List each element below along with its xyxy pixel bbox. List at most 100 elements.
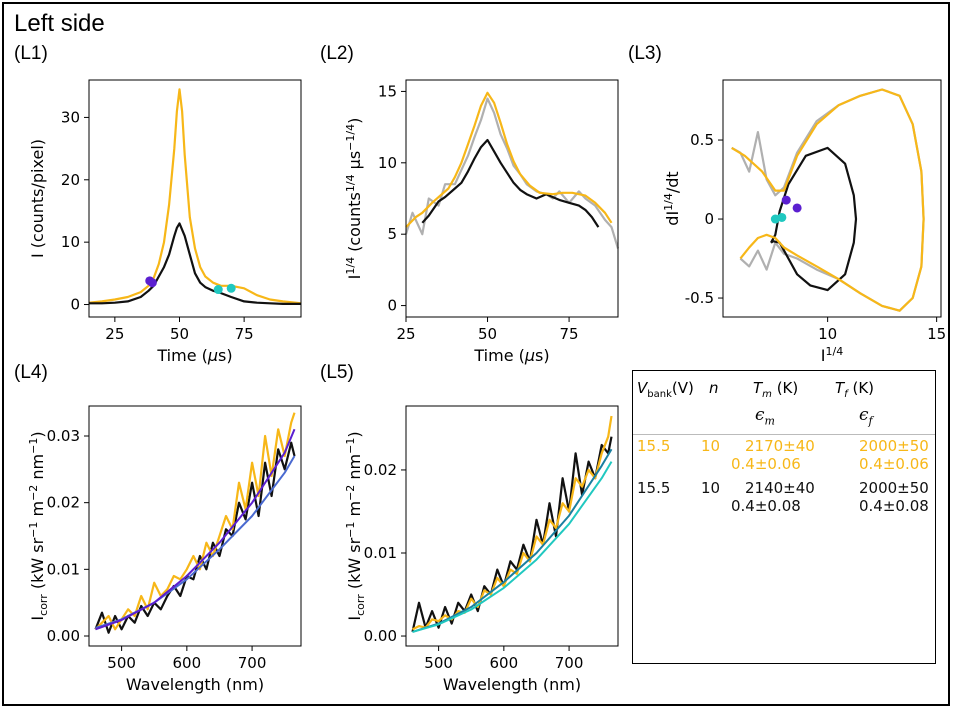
- y-tick-label: 0.00: [47, 627, 80, 645]
- y-tick-label: 0: [70, 296, 80, 314]
- marker-point: [781, 195, 791, 205]
- row1-tf: 2000±50: [859, 437, 929, 455]
- series-black: [89, 222, 301, 305]
- x-tick-label: 500: [107, 654, 136, 672]
- series-black: [94, 441, 296, 634]
- marker-point: [147, 278, 157, 288]
- header-vbank: Vbank(V): [637, 379, 694, 400]
- chart-l1: 25 50 75 0 10 20 30 Time (μs) I (counts/pixel): [28, 79, 302, 365]
- y-tick-label: 30: [61, 108, 80, 126]
- x-tick-label: 600: [490, 654, 519, 672]
- y-tick-label: 10: [378, 154, 397, 172]
- panel-label-l4: (L4): [14, 362, 48, 383]
- series-black: [770, 146, 858, 292]
- x-tick-label: 25: [105, 325, 124, 343]
- panel-label-l5: (L5): [320, 362, 354, 383]
- row1-tm: 2170±40: [745, 437, 815, 455]
- marker-point: [226, 283, 236, 293]
- row1-n: 10: [701, 437, 721, 455]
- y-axis-title: I1/4 (counts1/4 μs−1/4): [344, 118, 364, 280]
- y-tick-label: 10: [61, 233, 80, 251]
- y-tick-label: 0.5: [690, 131, 714, 149]
- series-orange: [405, 91, 613, 228]
- page-title: Left side: [14, 10, 105, 37]
- header-tf: Tf (K): [835, 379, 875, 400]
- x-axis-title: I1/4: [821, 345, 843, 365]
- y-axis-title: dI1/4/dt: [662, 171, 682, 225]
- row2-tm: 2140±40: [745, 479, 815, 497]
- x-tick-label: 75: [235, 325, 254, 343]
- y-tick-label: 0.02: [47, 494, 80, 512]
- x-tick-label: 75: [560, 325, 579, 343]
- axes-frame: [88, 405, 302, 647]
- chart-l4: 500 600 700 0.00 0.01 0.02 0.03 Wavelength (nm)…: [27, 405, 302, 694]
- y-tick-label: 5: [387, 225, 397, 243]
- series-orange: [94, 412, 296, 631]
- header-em: ϵm: [755, 405, 775, 428]
- y-axis-title: Icorr (kW sr−1 m−2 nm−1): [344, 431, 367, 620]
- x-tick-label: 25: [396, 325, 415, 343]
- y-tick-label: 0: [704, 210, 714, 228]
- header-ef: ϵf: [859, 405, 873, 428]
- row2-n: 10: [701, 479, 721, 497]
- marker-point: [792, 203, 802, 213]
- axes-frame: [722, 79, 942, 318]
- chart-l3: 10 15 -0.5 0 0.5 I1/4 dI1/4/dt: [662, 79, 946, 365]
- series-black: [411, 436, 613, 633]
- y-tick-label: 0.00: [364, 627, 397, 645]
- series-grey: [731, 88, 925, 312]
- y-axis-title: I (counts/pixel): [28, 139, 47, 258]
- x-tick-label: 10: [818, 325, 837, 343]
- chart-l2: 25 50 75 0 5 10 15 Time (μs) I1/4 (counts1/4 μs−…: [344, 79, 620, 365]
- marker-point: [213, 285, 223, 295]
- x-tick-label: 500: [424, 654, 453, 672]
- row1-vbank: 15.5: [637, 437, 671, 455]
- series-fit-black: [412, 448, 613, 633]
- x-tick-label: 600: [173, 654, 202, 672]
- series-fit-orange: [412, 461, 613, 633]
- header-n: n: [709, 379, 719, 397]
- series-fit-orange: [95, 428, 296, 631]
- y-tick-label: 0.02: [364, 461, 397, 479]
- x-tick-label: 50: [478, 325, 497, 343]
- panel-label-l2: (L2): [320, 43, 354, 64]
- panel-label-l1: (L1): [14, 43, 48, 64]
- row2-ef: 0.4±0.08: [859, 497, 929, 515]
- y-tick-label: 0.01: [47, 560, 80, 578]
- y-tick-label: 0: [387, 297, 397, 315]
- row2-em: 0.4±0.08: [731, 497, 801, 515]
- row1-em: 0.4±0.06: [731, 455, 801, 473]
- x-axis-title: Wavelength (nm): [126, 675, 264, 694]
- fit-results-table: Vbank(V) n Tm (K) Tf (K) ϵm ϵf 15.5 10 2…: [632, 370, 936, 664]
- series-orange: [412, 415, 613, 631]
- header-separator: [633, 434, 935, 435]
- y-tick-label: 20: [61, 171, 80, 189]
- x-axis-title: Time (μs): [156, 346, 232, 365]
- series-orange: [88, 88, 302, 305]
- y-tick-label: 15: [378, 82, 397, 100]
- series-orange: [731, 88, 925, 312]
- axes-frame: [405, 79, 619, 318]
- x-axis-title: Wavelength (nm): [443, 675, 581, 694]
- x-tick-label: 700: [555, 654, 584, 672]
- axes-frame: [405, 405, 619, 647]
- row1-ef: 0.4±0.06: [859, 455, 929, 473]
- chart-l5: 500 600 700 0.00 0.01 0.02 Wavelength (nm) Icor…: [344, 405, 619, 694]
- y-tick-label: 0.03: [47, 427, 80, 445]
- x-axis-title: Time (μs): [473, 346, 549, 365]
- x-tick-label: 700: [238, 654, 267, 672]
- row2-tf: 2000±50: [859, 479, 929, 497]
- axes-frame: [88, 79, 302, 318]
- header-tm: Tm (K): [753, 379, 799, 400]
- marker-point: [777, 212, 787, 222]
- y-tick-label: 0.01: [364, 544, 397, 562]
- row2-vbank: 15.5: [637, 479, 671, 497]
- y-tick-label: -0.5: [685, 289, 714, 307]
- x-tick-label: 50: [170, 325, 189, 343]
- series-black: [421, 138, 600, 228]
- panel-label-l3: (L3): [628, 43, 662, 64]
- x-tick-label: 15: [927, 325, 946, 343]
- series-grey: [404, 97, 620, 249]
